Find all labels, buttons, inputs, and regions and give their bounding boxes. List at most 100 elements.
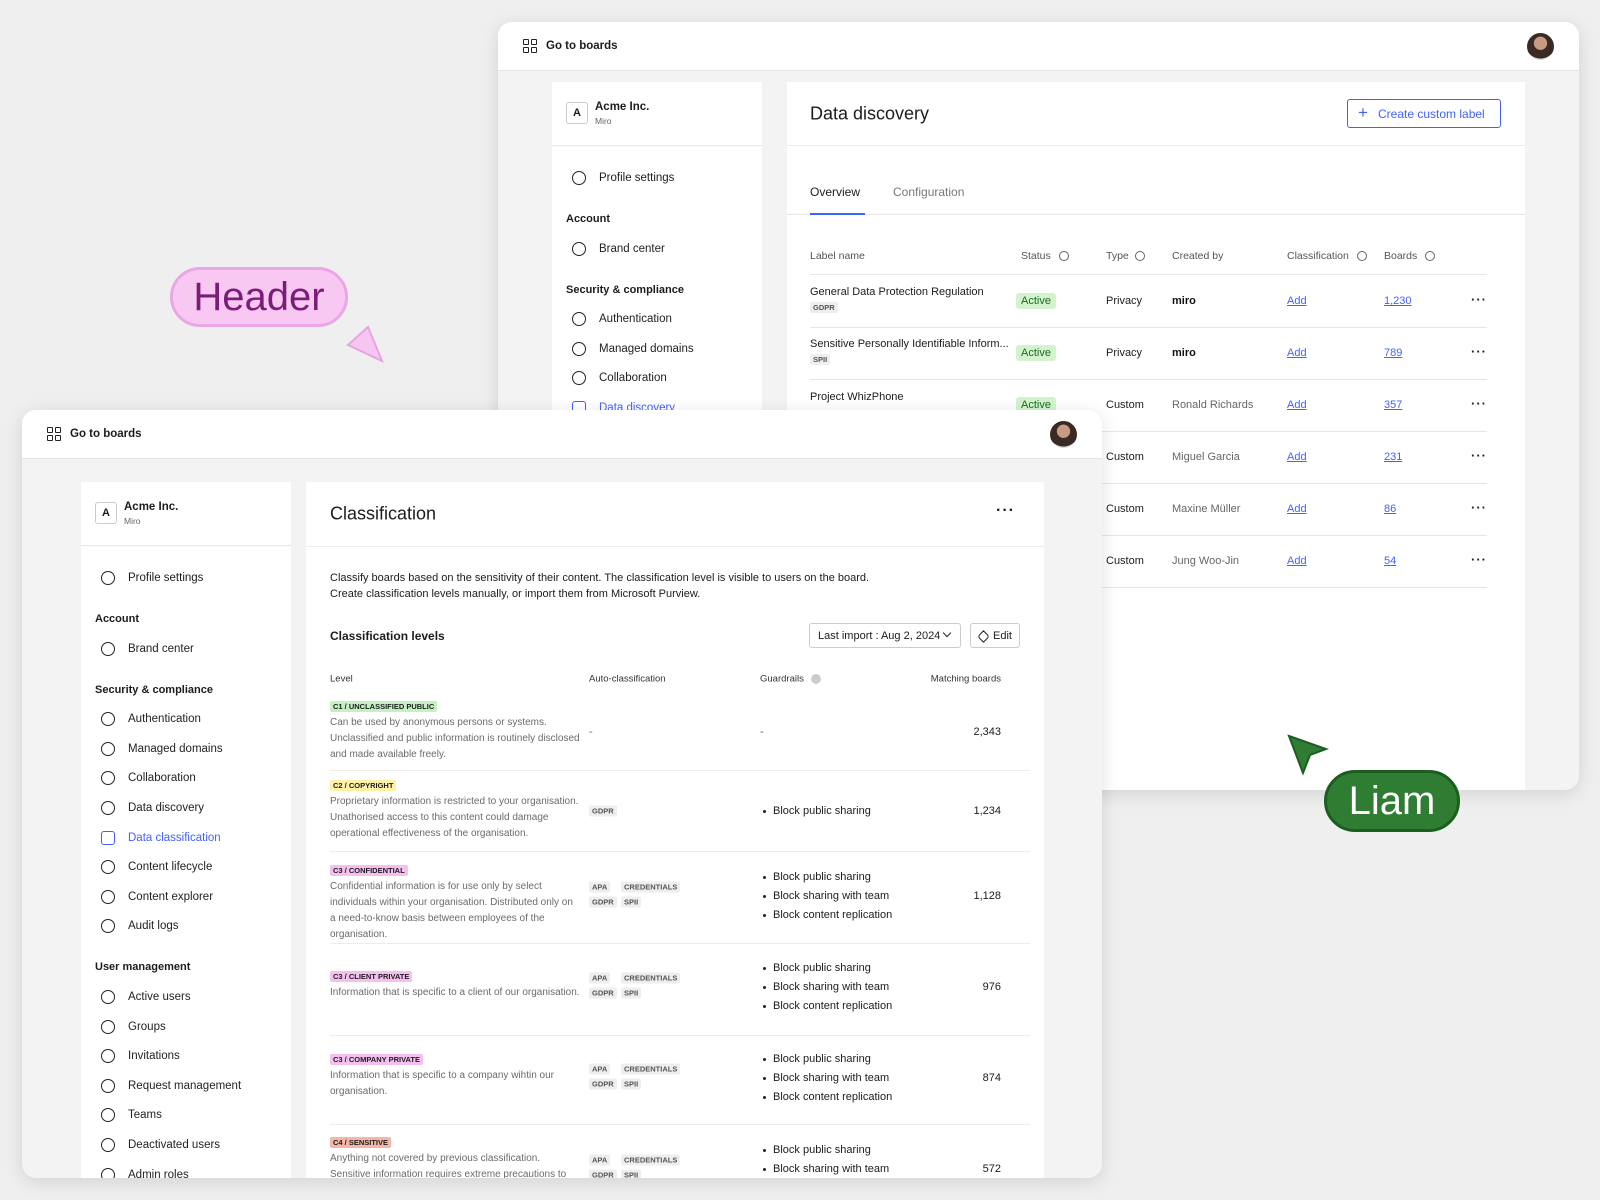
org-sub: Miro (595, 116, 612, 126)
level-tag: C3 / COMPANY PRIVATE (330, 1054, 423, 1065)
divider (810, 483, 1487, 484)
auto-tag: GDPR (589, 805, 617, 817)
bullet (763, 809, 766, 813)
nav-icon (572, 312, 586, 327)
guardrail: Block sharing with team (773, 981, 890, 993)
nav-icon (101, 1019, 115, 1034)
cursor-name-tag: Liam (1324, 770, 1460, 832)
nav-icon (101, 571, 115, 585)
tab[interactable]: Configuration (893, 185, 965, 199)
green-cursor (1287, 734, 1329, 776)
add-classification[interactable]: Add (1287, 295, 1307, 307)
divider (330, 1124, 1030, 1125)
row-menu[interactable]: ··· (1471, 552, 1487, 567)
page-title: Data discovery (810, 103, 930, 124)
more-menu[interactable]: ··· (996, 502, 1015, 519)
nav-icon (572, 171, 586, 185)
boards-count[interactable]: 54 (1384, 555, 1397, 567)
button-label: Edit (993, 630, 1012, 642)
description: Classify boards based on the sensitivity… (330, 572, 870, 584)
bullet (763, 966, 766, 970)
boards-count[interactable]: 86 (1384, 503, 1397, 515)
divider (810, 535, 1487, 536)
auto-tag: APA (589, 1063, 611, 1075)
divider (552, 145, 762, 146)
level-tag: C3 / CONFIDENTIAL (330, 865, 408, 876)
nav-item: Teams (128, 1109, 162, 1122)
last-import-dropdown[interactable]: Last import : Aug 2, 2024 (809, 623, 961, 648)
add-classification[interactable]: Add (1287, 555, 1307, 567)
top-bar: Go to boards (22, 410, 1102, 459)
add-classification[interactable]: Add (1287, 451, 1307, 463)
nav-item: Managed domains (599, 342, 694, 355)
level-description: Confidential information is for use only… (330, 881, 573, 940)
nav-icon (101, 771, 115, 786)
auto-tag: APA (589, 972, 611, 984)
tab[interactable]: Overview (810, 185, 861, 199)
avatar (1050, 421, 1077, 448)
pencil-icon (977, 630, 990, 643)
bullet (763, 1095, 766, 1099)
type: Privacy (1106, 347, 1143, 359)
column-header: Status (1021, 250, 1051, 262)
guardrail: Block public sharing (773, 1144, 871, 1156)
cursor-arrow (1287, 734, 1329, 776)
nav-item: Audit logs (128, 920, 179, 933)
edit-button[interactable]: Edit (970, 623, 1020, 648)
divider (81, 545, 291, 546)
row-menu[interactable]: ··· (1471, 344, 1487, 359)
auto-none: - (589, 726, 593, 738)
row-menu[interactable]: ··· (1471, 500, 1487, 515)
level-tag: C1 / UNCLASSIFIED PUBLIC (330, 701, 438, 712)
created-by: Ronald Richards (1172, 399, 1254, 411)
dropdown-label: Last import : Aug 2, 2024 (818, 630, 941, 642)
column-header: Auto-classification (589, 673, 666, 685)
add-classification[interactable]: Add (1287, 347, 1307, 359)
grid-cell (47, 427, 53, 433)
auto-tag: CREDENTIALS (621, 1154, 681, 1166)
nav-item: Deactivated users (128, 1139, 221, 1151)
level-tag: C3 / CLIENT PRIVATE (330, 971, 413, 982)
help-icon (1135, 251, 1145, 261)
top-bar: Go to boards (498, 22, 1579, 71)
guardrail: Block public sharing (773, 871, 871, 883)
add-classification[interactable]: Add (1287, 399, 1307, 411)
status-badge: Active (1016, 397, 1056, 413)
nav-icon (101, 830, 115, 845)
column-header: Boards (1384, 250, 1418, 262)
auto-tag: CREDENTIALS (621, 1063, 681, 1075)
nav-item: Active users (128, 991, 191, 1003)
divider (330, 943, 1030, 944)
nav-item: Invitations (128, 1050, 180, 1063)
auto-tag: APA (589, 1154, 611, 1166)
nav-item: Collaboration (599, 372, 667, 385)
guardrail: Block content replication (773, 1091, 893, 1103)
help-icon (1357, 251, 1367, 261)
boards-count[interactable]: 1,230 (1384, 295, 1412, 307)
go-to-boards: Go to boards (546, 40, 618, 52)
type: Custom (1106, 555, 1144, 567)
divider (330, 851, 1030, 852)
nav-item: Authentication (128, 713, 201, 726)
nav-icon (572, 371, 586, 386)
row-menu[interactable]: ··· (1471, 396, 1487, 411)
header-annotation: Header (170, 267, 348, 327)
nav-icon (101, 641, 115, 656)
add-classification[interactable]: Add (1287, 503, 1307, 515)
grid-cell (523, 47, 529, 53)
label-name: General Data Protection Regulation (810, 286, 984, 298)
boards-count[interactable]: 357 (1384, 399, 1403, 411)
created-by: miro (1172, 295, 1196, 307)
boards-count[interactable]: 231 (1384, 451, 1403, 463)
row-menu[interactable]: ··· (1471, 448, 1487, 463)
divider (810, 379, 1487, 380)
nav-icon (101, 801, 115, 815)
boards-count[interactable]: 789 (1384, 347, 1403, 359)
nav-icon (101, 919, 115, 934)
nav-icon (572, 241, 586, 256)
row-menu[interactable]: ··· (1471, 292, 1487, 307)
create-label-button[interactable]: + Create custom label (1347, 99, 1501, 128)
type: Custom (1106, 399, 1144, 411)
nav-item: Managed domains (128, 742, 223, 755)
